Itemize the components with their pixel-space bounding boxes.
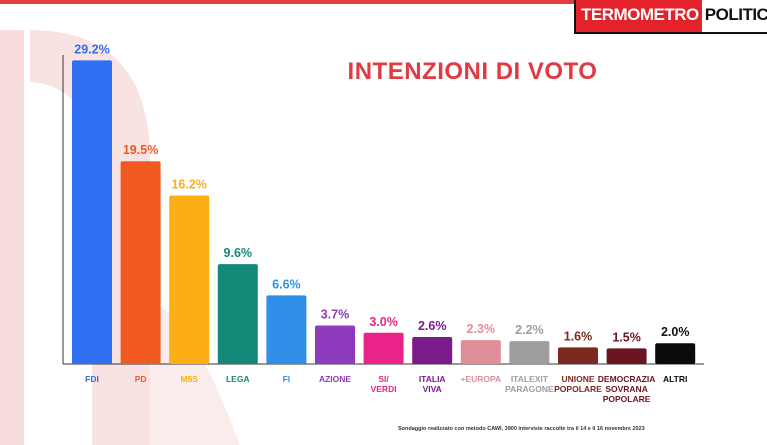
value-label-si-verdi: 3.0% bbox=[369, 315, 398, 329]
bar-fdi bbox=[72, 60, 112, 364]
tick-label-unione-popolare: UNIONE POPOLARE bbox=[554, 374, 602, 394]
bar-democrazia-sovrana-popolare bbox=[606, 348, 647, 364]
termometro-politico-logo: TERMOMETRO POLITICO bbox=[574, 0, 767, 34]
bar-italexit-paragone bbox=[509, 341, 550, 364]
value-label-lega: 9.6% bbox=[224, 246, 253, 260]
bar-fi bbox=[266, 295, 307, 364]
value-label-altri: 2.0% bbox=[661, 325, 690, 339]
value-label-democrazia-sovrana-popolare: 1.5% bbox=[612, 330, 641, 344]
top-accent-stripe bbox=[0, 0, 767, 4]
value-label-fdi: 29.2% bbox=[74, 42, 109, 56]
bar-m5s bbox=[169, 195, 210, 364]
value-label-europa: 2.3% bbox=[467, 322, 496, 336]
tick-label-europa: +EUROPA bbox=[460, 374, 501, 384]
bar-altri bbox=[655, 343, 696, 364]
value-label-unione-popolare: 1.6% bbox=[564, 329, 593, 343]
value-label-italia-viva: 2.6% bbox=[418, 319, 447, 333]
tick-label-democrazia-sovrana-popolare: DEMOCRAZIA SOVRANA POPOLARE bbox=[598, 374, 656, 404]
tick-label-italexit-paragone: ITALEXIT PARAGONE bbox=[505, 374, 554, 394]
logo-part-politico: POLITICO bbox=[701, 0, 767, 32]
methodology-footnote: Sondaggio realizzato con metodo CAWI, 39… bbox=[398, 426, 645, 432]
bar-italia-viva bbox=[412, 336, 453, 364]
bar-si-verdi bbox=[363, 332, 404, 364]
tick-label-altri: ALTRI bbox=[663, 374, 687, 384]
tick-label-azione: AZIONE bbox=[319, 374, 351, 384]
value-label-fi: 6.6% bbox=[272, 277, 301, 291]
value-label-m5s: 16.2% bbox=[171, 178, 206, 192]
bar-unione-popolare bbox=[558, 347, 598, 364]
tick-label-pd: PD bbox=[135, 374, 147, 384]
tick-label-lega: LEGA bbox=[226, 374, 250, 384]
bar-pd bbox=[120, 161, 161, 364]
bar-lega bbox=[217, 264, 258, 364]
tick-label-fdi: FDI bbox=[85, 374, 99, 384]
value-label-italexit-paragone: 2.2% bbox=[515, 323, 544, 337]
bar-azione bbox=[315, 325, 355, 364]
value-label-azione: 3.7% bbox=[321, 308, 350, 322]
bar-europa bbox=[460, 340, 501, 364]
tick-label-italia-viva: ITALIA VIVA bbox=[419, 374, 446, 394]
value-labels-group: 29.2% 19.5% 16.2% 9.6% 6.6% 3.7% 3.0% 2.6% 2.3% 2… bbox=[74, 42, 689, 344]
tick-label-m5s: M5S bbox=[180, 374, 198, 384]
chart-title: INTENZIONI DI VOTO bbox=[347, 58, 598, 85]
tick-label-fi: FI bbox=[283, 374, 291, 384]
tick-label-si-verdi: SI/VERDI bbox=[371, 374, 397, 394]
bars-group bbox=[72, 60, 696, 364]
tick-labels-group: FDI PD M5S LEGA FI AZIONE SI/VERDI ITALIA VIVA +E… bbox=[85, 374, 687, 404]
value-label-pd: 19.5% bbox=[123, 143, 158, 157]
logo-part-termometro: TERMOMETRO bbox=[576, 0, 702, 32]
